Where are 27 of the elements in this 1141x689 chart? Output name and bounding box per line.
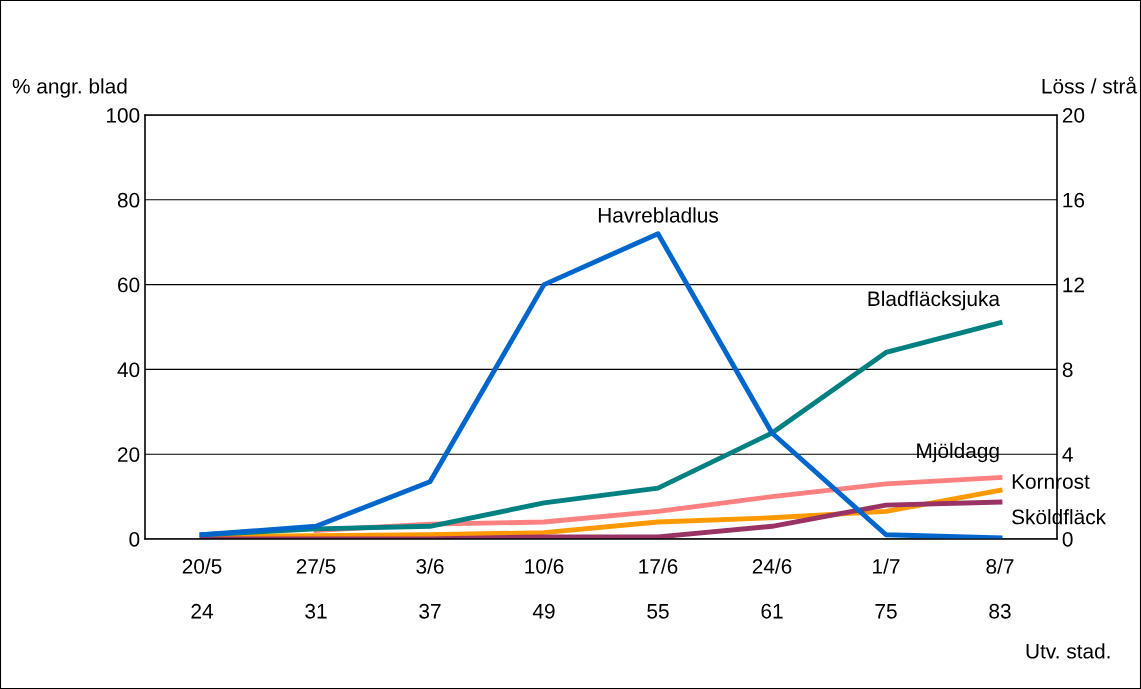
y-tick-label: 100 [106, 108, 140, 123]
y-tick-label: 20 [118, 447, 140, 462]
x-axis-title: Utv. stad. [1026, 643, 1110, 659]
category-label: 24/6 61 [752, 558, 792, 619]
line-series [199, 231, 1003, 539]
y2-tick-label: 16 [1063, 192, 1085, 208]
category-label: 20/5 24 [182, 558, 222, 619]
y2-tick-label: 20 [1062, 108, 1085, 123]
y2-tick-label: 12 [1063, 277, 1084, 293]
y-tick-label: 0 [129, 532, 140, 547]
y-tick-label: 80 [117, 192, 140, 208]
category-label: 3/6 37 [416, 558, 444, 619]
y-tick-label: 60 [118, 277, 140, 293]
category-label: 10/6 49 [525, 558, 564, 619]
y-tick-label: 40 [117, 362, 140, 378]
series-label: Bladfläcksjuka [868, 290, 1000, 311]
line-series [199, 499, 1003, 539]
y2-tick-label: 4 [1062, 447, 1073, 462]
category-label: 1/7 75 [873, 558, 900, 619]
y-axis-title: % angr. blad [12, 78, 127, 98]
y2-tick-label: 8 [1062, 362, 1073, 378]
y2-tick-label: 0 [1062, 532, 1073, 547]
y2-axis-title: Löss / strå [1042, 76, 1137, 94]
category-label: 8/7 83 [986, 558, 1014, 619]
category-label: 27/5 31 [296, 558, 336, 619]
series-label: Havrebladlus [598, 207, 719, 223]
category-label: 17/6 55 [639, 558, 678, 619]
